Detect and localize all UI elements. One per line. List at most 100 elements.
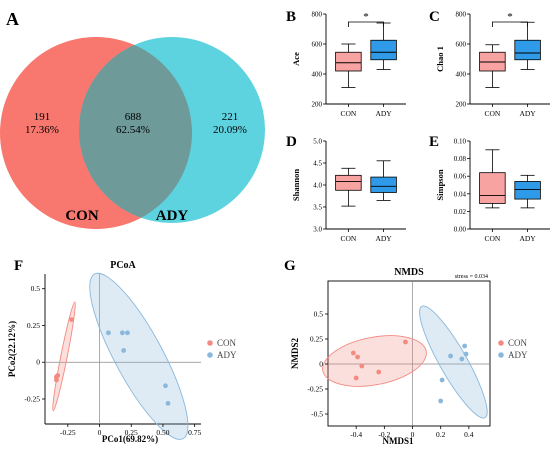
venn-overlap [79, 37, 192, 223]
boxplot-ace: 200 400 600 800 Ace CON ADY * [291, 11, 406, 118]
x-tick-label: 0 [411, 430, 415, 439]
y-tick-label: 0 [319, 360, 323, 369]
x-tick-label-con: CON [484, 234, 500, 243]
y-tick-label: 0.00 [454, 226, 467, 234]
y-tick-label: 0.5 [31, 284, 41, 293]
x-tick-label: -0.2 [378, 430, 390, 439]
confidence-ellipse-con [322, 335, 427, 387]
legend-marker-ady [207, 352, 213, 358]
point-ady [163, 383, 168, 389]
box-con [335, 174, 362, 191]
box-ady [514, 39, 541, 61]
point-ady [439, 377, 445, 383]
legend-marker-ady [498, 352, 504, 358]
y-tick-label: 0.04 [454, 190, 467, 198]
venn-percent-ady-only: 20.09% [213, 124, 247, 136]
y-tick-label: 3.5 [313, 204, 322, 212]
x-tick-label: -0.25 [60, 428, 76, 437]
point-con [69, 317, 75, 322]
point-ady [463, 351, 469, 357]
y-axis-label: Ace [291, 52, 301, 66]
y-tick-label: 400 [456, 71, 467, 79]
y-tick-label: 0.5 [314, 310, 324, 319]
venn-percent-con-only: 17.36% [25, 124, 59, 136]
legend-label-ady: ADY [217, 350, 237, 360]
point-ady [119, 330, 125, 336]
x-tick-label: 0.50 [156, 428, 169, 437]
legend-marker-con [498, 340, 504, 346]
legend-marker-con [207, 340, 213, 346]
point-con [403, 339, 408, 345]
venn-set-label-con: CON [65, 208, 99, 224]
panel-letter-f: F [14, 258, 23, 274]
ordination-pcoa: -0.25 0 0.25 0.50 0.75 -0.25 0 0.25 0.5 PCoA PCo1(… [7, 260, 237, 444]
venn-percent-shared: 62.54% [116, 124, 150, 136]
venn-set-label-ady: ADY [156, 208, 189, 224]
venn-count-con-only: 191 [34, 111, 51, 123]
significance-star: * [363, 11, 369, 23]
legend-label-con: CON [508, 338, 528, 348]
boxplot-shannon: 3.0 3.5 4.0 4.5 5.0 Shannon CON ADY [291, 138, 406, 243]
x-tick-label: -0.4 [350, 430, 362, 439]
y-axis-label: Chao 1 [435, 46, 445, 72]
ordination-nmds: -0.4 -0.2 0 0.2 0.4 -0.5 -0.25 0 0.25 0.5 NMDS NMDS… [290, 267, 528, 446]
x-tick-label: 0.75 [188, 428, 201, 437]
y-tick-label: -0.25 [307, 385, 323, 394]
legend-label-ady: ADY [508, 350, 528, 360]
panel-letter-a: A [6, 9, 19, 29]
y-tick-label: 800 [456, 11, 467, 19]
y-tick-label: 0.02 [454, 208, 467, 216]
point-ady [125, 330, 130, 336]
point-ady [462, 343, 468, 349]
legend-label-con: CON [217, 338, 237, 348]
box-ady [514, 181, 541, 200]
point-ady [438, 398, 444, 404]
y-tick-label: 0 [36, 358, 40, 367]
point-con [359, 363, 365, 369]
y-tick-label: 0.25 [27, 321, 40, 330]
plot-frame [327, 280, 491, 427]
x-tick-label: 0.25 [125, 428, 138, 437]
x-tick-label: 0.2 [436, 430, 446, 439]
y-axis-label: Simpson [435, 169, 445, 200]
point-ady [165, 401, 171, 406]
venn-count-shared: 688 [125, 111, 142, 123]
plot-title: NMDS [394, 267, 424, 278]
y-tick-label: 3.0 [313, 226, 322, 234]
confidence-ellipse-ady [89, 272, 189, 440]
venn-count-ady-only: 221 [222, 111, 239, 123]
y-tick-label: 5.0 [313, 138, 322, 146]
y-tick-label: 600 [312, 41, 323, 49]
point-ady [106, 330, 111, 336]
significance-bracket [492, 21, 528, 27]
point-ady [459, 356, 465, 362]
panel-letter-d: D [286, 134, 297, 150]
y-tick-label: -0.5 [311, 410, 323, 419]
point-con [350, 350, 356, 356]
y-tick-label: -0.25 [24, 395, 40, 404]
boxplot-chao-1: 200 400 600 800 Chao 1 CON ADY * [435, 11, 550, 118]
plot-title: PCoA [110, 260, 136, 271]
boxplot-simpson: 0.00 0.02 0.04 0.06 0.08 0.10 Simpson CON ADY [435, 138, 550, 243]
point-con [355, 354, 360, 360]
point-con [353, 375, 359, 381]
x-axis-label: PCo1(69.82%) [102, 434, 158, 444]
x-axis-label: NMDS1 [383, 436, 414, 446]
y-tick-label: 200 [312, 101, 323, 109]
x-tick-label-ady: ADY [519, 234, 536, 243]
y-tick-label: 800 [312, 11, 323, 19]
panel-letter-g: G [284, 258, 296, 274]
x-tick-label-con: CON [340, 234, 356, 243]
confidence-ellipse-con [52, 301, 76, 412]
panel-letter-b: B [286, 9, 296, 25]
box-ady [370, 176, 397, 193]
x-tick-label-ady: ADY [375, 109, 392, 118]
y-tick-label: 0.06 [454, 173, 467, 181]
y-tick-label: 0.10 [454, 138, 467, 146]
significance-bracket [348, 21, 384, 27]
point-con [54, 374, 59, 380]
y-axis-label: NMDS2 [290, 338, 300, 369]
y-tick-label: 4.5 [313, 160, 322, 168]
